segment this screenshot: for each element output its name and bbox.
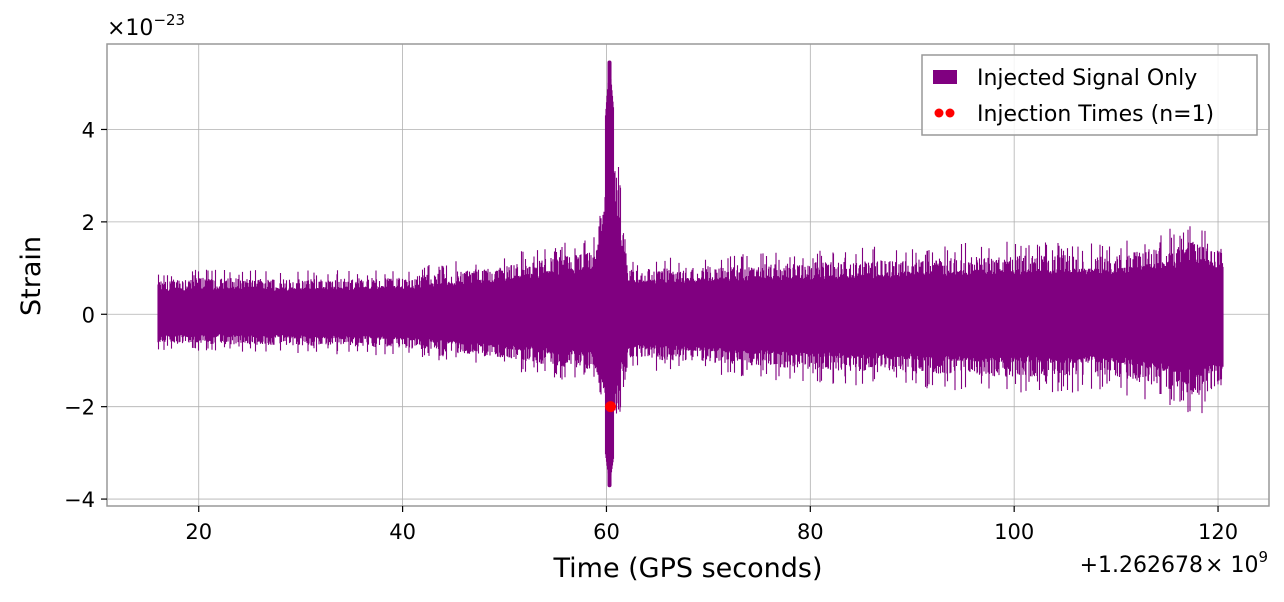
injected-signal-series (157, 60, 1224, 488)
y-tick-label: 4 (82, 118, 95, 142)
y-tick-label: 2 (82, 211, 95, 235)
injection-times-series (605, 401, 617, 413)
x-tick-label: 120 (1198, 520, 1238, 544)
x-tick-label: 80 (797, 520, 824, 544)
y-axis-ticks: −4 −2 0 2 4 (64, 118, 107, 512)
y-scale-annotation: ×10−23 (107, 11, 185, 41)
x-offset-annotation: +1.262678× 109 (1080, 548, 1268, 578)
injection-time-marker (605, 401, 617, 413)
y-scale-base: ×10 (107, 16, 153, 41)
svg-text:×10−23: ×10−23 (107, 11, 185, 41)
x-offset-value: +1.262678 (1080, 553, 1203, 578)
y-tick-label: −2 (64, 396, 95, 420)
injected-signal-line (157, 63, 1224, 485)
x-tick-label: 40 (389, 520, 416, 544)
legend-box (921, 54, 1258, 136)
x-tick-label: 20 (185, 520, 212, 544)
legend-label-signal: Injected Signal Only (977, 66, 1197, 91)
legend-swatch-signal (933, 70, 957, 84)
plot-frame (106, 43, 1270, 507)
y-tick-label: −4 (64, 488, 95, 512)
x-offset-times: × 10 (1205, 553, 1258, 578)
svg-text:+1.262678× 109: +1.262678× 109 (1080, 548, 1268, 578)
y-axis-label: Strain (16, 236, 47, 316)
legend: Injected Signal Only Injection Times (n=… (921, 54, 1258, 136)
legend-label-injection: Injection Times (n=1) (977, 102, 1214, 127)
y-scale-exponent: −23 (153, 11, 185, 29)
x-axis-label: Time (GPS seconds) (552, 553, 822, 584)
x-axis-ticks: 20 40 60 80 100 120 (185, 506, 1238, 544)
legend-marker-injection-1 (934, 108, 944, 118)
x-tick-label: 100 (994, 520, 1034, 544)
y-tick-label: 0 (82, 303, 95, 327)
x-tick-label: 60 (593, 520, 620, 544)
x-offset-exponent: 9 (1258, 548, 1268, 566)
legend-marker-injection-2 (945, 108, 955, 118)
